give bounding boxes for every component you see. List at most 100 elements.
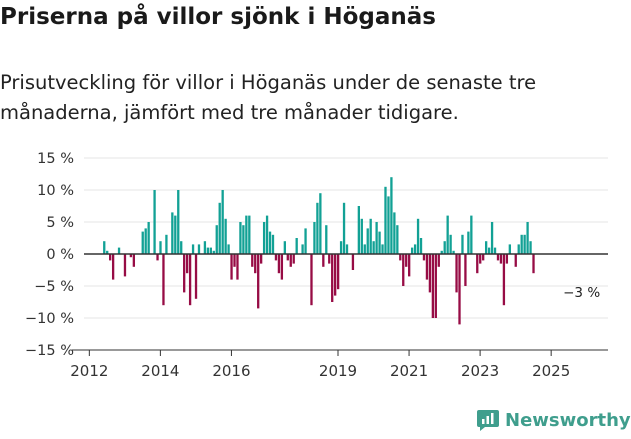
bar (517, 244, 520, 254)
brand-name: Newsworthy (505, 409, 631, 431)
x-tick-label: 2019 (319, 362, 357, 380)
bar (325, 225, 328, 254)
bar (372, 241, 375, 254)
bar (245, 215, 248, 254)
bar (378, 231, 381, 254)
bar (334, 254, 337, 296)
brand-logo: Newsworthy (476, 408, 631, 432)
bar (221, 190, 224, 254)
bar (479, 254, 482, 264)
bar (520, 234, 523, 254)
bar (490, 222, 494, 254)
bar (286, 254, 289, 261)
bar (180, 241, 183, 254)
bar (177, 190, 180, 254)
bar (289, 254, 292, 267)
bar (464, 254, 467, 286)
bar (203, 241, 207, 254)
bar (529, 241, 532, 254)
x-tick-label: 2014 (141, 362, 179, 380)
bar (239, 222, 242, 254)
bar (431, 254, 435, 318)
bar (197, 244, 201, 254)
bar (319, 193, 322, 254)
bar (265, 215, 269, 254)
bar (339, 241, 343, 254)
bar (419, 238, 423, 254)
bar (482, 254, 485, 261)
bar (259, 254, 263, 264)
bar (508, 244, 511, 254)
bar (103, 241, 106, 254)
bar (174, 215, 177, 254)
bar (233, 254, 236, 267)
bar (413, 244, 417, 254)
bar (351, 254, 355, 270)
bar (316, 202, 319, 254)
bar (366, 228, 369, 254)
bar (111, 254, 115, 280)
bar (422, 254, 426, 261)
bar (188, 254, 192, 306)
bar (523, 234, 526, 254)
x-tick-label: 2021 (390, 362, 428, 380)
chart-subtitle: Prisutveckling för villor i Höganäs unde… (0, 71, 537, 124)
bar (292, 254, 295, 264)
bar (449, 234, 452, 254)
bar (440, 250, 443, 254)
bar (345, 244, 349, 254)
bar (408, 254, 411, 277)
bar (227, 244, 230, 254)
bar (342, 202, 346, 254)
bar (532, 254, 535, 274)
bar (129, 254, 133, 258)
bar (425, 254, 429, 280)
bar (322, 254, 325, 267)
bar (109, 254, 112, 261)
x-tick-label: 2023 (461, 362, 499, 380)
bar (254, 254, 257, 274)
bar (262, 222, 266, 254)
x-axis-ticks: 2012 2014 2016 2019 2021 2023 2025 (70, 350, 570, 380)
bar (416, 218, 420, 254)
y-tick-label: −15 % (25, 343, 74, 359)
bar (165, 234, 168, 254)
bar (505, 254, 509, 264)
y-tick-label: −10 % (25, 311, 74, 327)
bar (443, 241, 446, 254)
bar (209, 247, 212, 254)
bar (484, 241, 488, 254)
bar (159, 241, 162, 254)
bar (476, 254, 479, 274)
bar (301, 244, 304, 254)
bar (248, 215, 251, 254)
bar (455, 254, 458, 293)
bar (183, 254, 186, 293)
bar (328, 254, 331, 264)
bar (230, 254, 233, 280)
bar (437, 254, 440, 267)
bar (384, 186, 387, 254)
y-tick-label: 10 % (37, 183, 74, 199)
bar (428, 254, 432, 293)
bar (331, 254, 334, 302)
bar (280, 254, 284, 280)
bar (215, 225, 218, 254)
bar (399, 254, 402, 261)
bar (162, 254, 165, 306)
bar (185, 254, 189, 274)
bars (103, 177, 535, 325)
bar (123, 254, 127, 277)
bar (360, 218, 363, 254)
bar (295, 238, 298, 254)
bar (369, 218, 372, 254)
bar (381, 244, 384, 254)
bar (194, 254, 198, 299)
bar (499, 254, 503, 264)
bar (434, 254, 437, 318)
y-tick-label: 0 % (46, 247, 74, 263)
y-axis-ticks: 15 % 10 % 5 % 0 % −5 % −10 % −15 % (25, 151, 74, 359)
bar (493, 247, 497, 254)
bar (147, 222, 150, 254)
